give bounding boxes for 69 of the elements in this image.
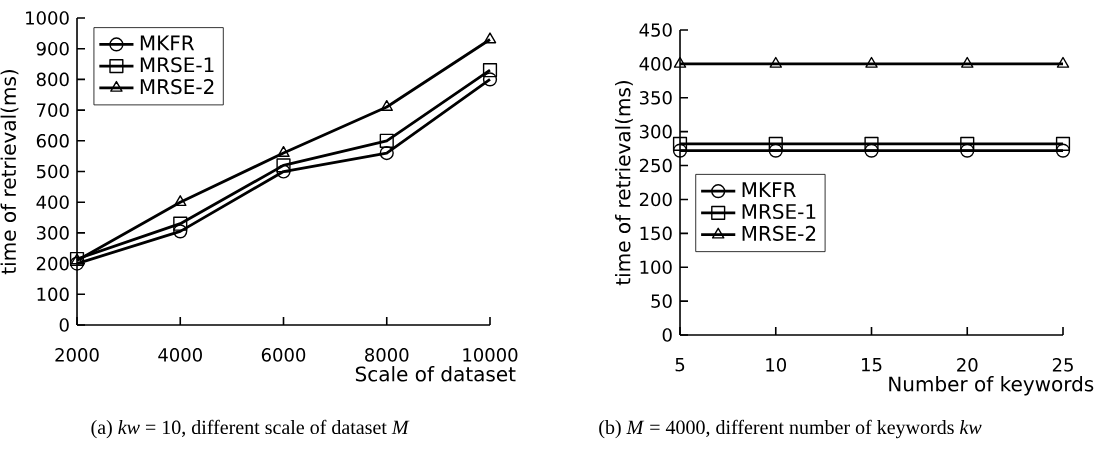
point: [864, 136, 879, 151]
point: [380, 99, 393, 111]
y-tick-label: 0: [59, 318, 69, 332]
point: [769, 56, 782, 68]
point: [864, 143, 879, 158]
text: (a) kw = 10, different scale of dataset M: [91, 419, 410, 439]
y-tick-label: 200: [639, 192, 672, 207]
y-tick-label: 200: [36, 256, 69, 271]
point: [672, 136, 688, 151]
point: [768, 136, 783, 151]
x-tick-label: 10: [766, 358, 787, 372]
y-tick-label: 900: [36, 41, 69, 56]
y-tick-label: 250: [639, 158, 672, 173]
y-tick-label: 0: [662, 328, 672, 342]
point: [1055, 136, 1071, 151]
y-tick-label: 500: [36, 164, 69, 179]
point: [277, 145, 290, 157]
x-tick-label: 15: [862, 358, 882, 372]
legend-label: MKFR: [742, 182, 796, 197]
point: [276, 158, 291, 173]
x-tick-label: 5: [675, 358, 685, 372]
legend-label: MRSE-2: [140, 79, 214, 95]
y-tick-label: 600: [36, 133, 69, 148]
x-tick-label: 8000: [365, 348, 409, 362]
point: [379, 133, 394, 148]
y-tick-label: 300: [36, 226, 69, 240]
y-tick-label: 450: [639, 23, 672, 37]
y-tick-label: 400: [36, 195, 69, 210]
point: [673, 56, 687, 68]
point: [379, 145, 394, 161]
y-tick-label: 700: [37, 103, 69, 117]
y-tick-label: 800: [36, 72, 69, 87]
y-tick-label: 100: [37, 287, 69, 302]
text: (b) M = 4000, different number of keywords kw: [599, 419, 982, 439]
x-axis-title: Scale of dataset: [355, 366, 516, 382]
x-tick-label: 10000: [463, 348, 518, 362]
y-axis-title: time of retrieval(ms): [0, 70, 19, 275]
x-tick-label: 4000: [158, 348, 202, 362]
point: [961, 56, 974, 68]
point: [173, 224, 188, 239]
point: [483, 32, 497, 44]
legend-label: MRSE-1: [140, 57, 214, 73]
x-tick-label: 2000: [55, 348, 99, 362]
y-tick-label: 300: [639, 124, 672, 139]
legend-label: MRSE-2: [742, 225, 816, 241]
y-tick-label: 400: [639, 57, 672, 71]
point: [960, 143, 975, 158]
point: [1055, 143, 1071, 158]
point: [174, 195, 187, 207]
x-tick-label: 20: [957, 358, 978, 372]
y-tick-label: 1000: [26, 11, 69, 25]
point: [865, 56, 878, 68]
x-tick-label: 6000: [261, 348, 306, 362]
x-tick-label: 25: [1052, 358, 1073, 372]
y-tick-label: 150: [640, 226, 672, 241]
point: [1056, 56, 1070, 68]
point: [768, 143, 783, 158]
point: [672, 143, 688, 158]
point: [482, 63, 498, 78]
legend-label: MKFR: [140, 35, 195, 51]
x-axis-title: Number of keywords: [889, 376, 1094, 396]
y-tick-label: 350: [639, 90, 672, 105]
y-tick-label: 50: [651, 294, 672, 308]
point: [960, 136, 975, 151]
legend-label: MRSE-1: [742, 203, 816, 220]
y-tick-label: 100: [640, 260, 672, 275]
y-axis-title: time of retrieval(ms): [615, 81, 633, 286]
point: [173, 216, 188, 231]
point: [482, 72, 498, 87]
